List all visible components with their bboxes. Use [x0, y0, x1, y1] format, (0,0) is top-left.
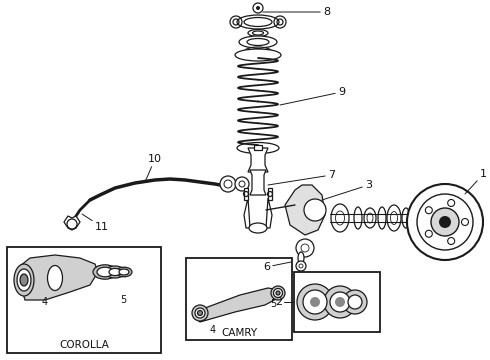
Text: 9: 9: [280, 87, 345, 105]
Circle shape: [310, 297, 320, 307]
Ellipse shape: [298, 252, 304, 264]
Ellipse shape: [237, 143, 279, 153]
Ellipse shape: [14, 264, 34, 296]
Polygon shape: [254, 145, 262, 150]
Polygon shape: [196, 288, 280, 322]
Text: 7: 7: [268, 170, 335, 185]
Ellipse shape: [378, 207, 386, 229]
Polygon shape: [244, 198, 250, 228]
Ellipse shape: [235, 49, 281, 61]
Bar: [294, 272, 380, 332]
Text: 5: 5: [270, 299, 276, 309]
Ellipse shape: [17, 269, 31, 291]
Ellipse shape: [364, 208, 376, 228]
Circle shape: [303, 290, 327, 314]
Ellipse shape: [387, 205, 401, 231]
Text: 3: 3: [322, 180, 372, 200]
Ellipse shape: [402, 208, 410, 228]
Circle shape: [439, 216, 451, 228]
Ellipse shape: [354, 207, 362, 229]
Ellipse shape: [97, 267, 113, 277]
Text: 2: 2: [275, 297, 282, 307]
Ellipse shape: [119, 269, 129, 275]
Ellipse shape: [273, 288, 283, 297]
Circle shape: [235, 177, 249, 191]
Polygon shape: [244, 188, 248, 200]
Circle shape: [256, 6, 260, 10]
Text: 11: 11: [82, 214, 109, 232]
Circle shape: [348, 295, 362, 309]
Bar: [186, 258, 292, 340]
Ellipse shape: [249, 223, 267, 233]
Text: 8: 8: [263, 7, 330, 17]
Text: 10: 10: [145, 154, 162, 182]
Ellipse shape: [195, 308, 205, 318]
Polygon shape: [285, 185, 325, 235]
Circle shape: [335, 297, 345, 307]
Text: 5: 5: [120, 295, 126, 305]
Ellipse shape: [20, 274, 28, 286]
Ellipse shape: [109, 269, 121, 276]
Ellipse shape: [271, 286, 285, 300]
Ellipse shape: [197, 310, 202, 315]
Ellipse shape: [244, 47, 272, 57]
Ellipse shape: [304, 199, 326, 221]
Circle shape: [343, 290, 367, 314]
Polygon shape: [268, 188, 272, 200]
Polygon shape: [18, 255, 98, 300]
Polygon shape: [250, 170, 266, 195]
Ellipse shape: [48, 266, 63, 291]
Ellipse shape: [248, 30, 268, 36]
Circle shape: [297, 284, 333, 320]
Circle shape: [407, 184, 483, 260]
Circle shape: [220, 176, 236, 192]
Bar: [7, 247, 161, 353]
Text: 6: 6: [263, 262, 291, 272]
Text: 1: 1: [465, 169, 487, 194]
Ellipse shape: [331, 204, 349, 232]
Circle shape: [330, 292, 350, 312]
Text: 4: 4: [42, 297, 48, 307]
Circle shape: [296, 239, 314, 257]
Ellipse shape: [116, 267, 132, 277]
Circle shape: [324, 286, 356, 318]
Text: 4: 4: [210, 325, 216, 335]
Text: COROLLA: COROLLA: [59, 340, 109, 350]
Circle shape: [431, 208, 459, 236]
Text: CAMRY: CAMRY: [221, 328, 257, 338]
Ellipse shape: [93, 265, 117, 279]
Ellipse shape: [105, 266, 125, 278]
Polygon shape: [248, 148, 268, 172]
Polygon shape: [266, 198, 272, 228]
Polygon shape: [64, 216, 80, 230]
Ellipse shape: [192, 305, 208, 321]
Ellipse shape: [276, 291, 280, 295]
Ellipse shape: [239, 36, 277, 48]
Circle shape: [296, 261, 306, 271]
